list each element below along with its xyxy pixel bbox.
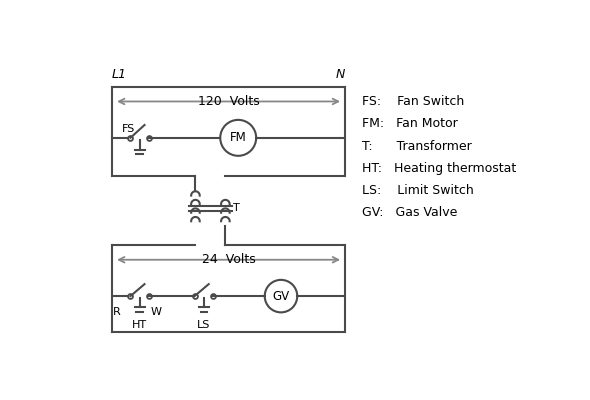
Text: N: N [336,68,345,81]
Text: FM: FM [230,131,247,144]
Text: R: R [113,307,120,317]
Text: L1: L1 [112,68,127,81]
Text: T:      Transformer: T: Transformer [362,140,472,152]
Text: W: W [151,307,162,317]
Text: 120  Volts: 120 Volts [198,95,260,108]
Text: GV: GV [273,290,290,303]
Text: 24  Volts: 24 Volts [202,253,255,266]
Text: FS: FS [122,124,136,134]
Text: GV:   Gas Valve: GV: Gas Valve [362,206,458,219]
Text: LS: LS [197,320,211,330]
Text: FS:    Fan Switch: FS: Fan Switch [362,95,464,108]
Text: HT:   Heating thermostat: HT: Heating thermostat [362,162,516,175]
Text: HT: HT [132,320,148,330]
Text: LS:    Limit Switch: LS: Limit Switch [362,184,474,197]
Text: T: T [233,204,240,214]
Text: FM:   Fan Motor: FM: Fan Motor [362,117,458,130]
